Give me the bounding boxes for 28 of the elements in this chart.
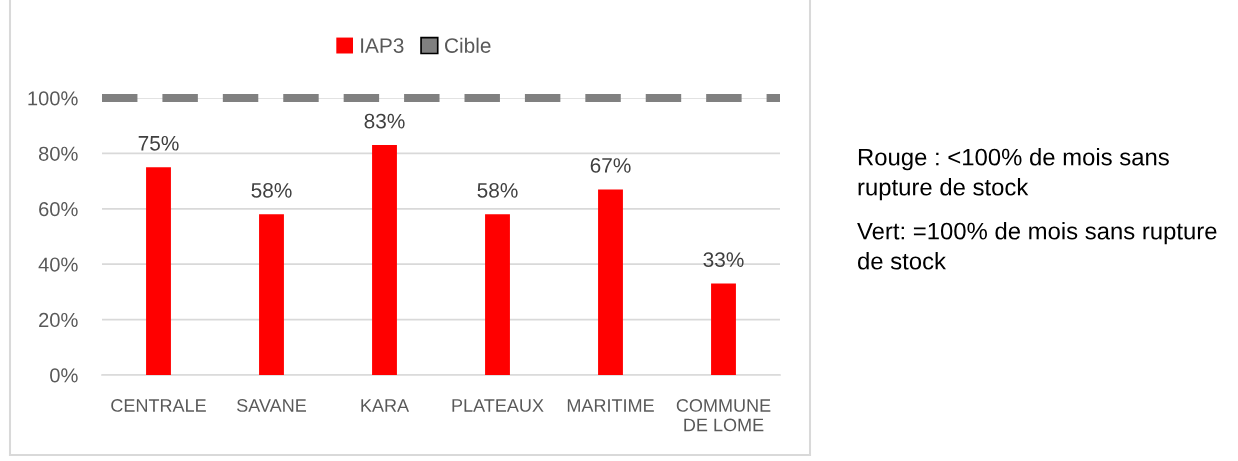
data-label: 58% bbox=[477, 182, 518, 198]
y-tick-label: 40% bbox=[38, 257, 78, 272]
x-tick-label: CENTRALE bbox=[111, 399, 206, 412]
x-tick-label: COMMUNE DE LOME bbox=[676, 399, 771, 432]
y-tick-label: 20% bbox=[39, 312, 78, 328]
data-label: 67% bbox=[590, 158, 631, 173]
y-tick-label: 0% bbox=[50, 368, 78, 383]
text: Rouge : <100% de mois sans rupture de stock bbox=[858, 148, 1169, 201]
bar bbox=[259, 214, 284, 375]
bar bbox=[146, 167, 171, 375]
bar bbox=[372, 145, 397, 375]
data-label: 33% bbox=[703, 252, 744, 267]
y-tick-label: 100% bbox=[28, 91, 78, 106]
bar bbox=[598, 189, 623, 375]
x-tick-label: PLATEAUX bbox=[452, 399, 544, 412]
x-tick-label: SAVANE bbox=[237, 399, 307, 412]
legend-label: IAP3 bbox=[361, 38, 404, 53]
y-tick-label: 60% bbox=[39, 202, 78, 217]
text: Vert: =100% de mois sans rupture de stock bbox=[857, 222, 1217, 270]
bar bbox=[485, 214, 510, 375]
y-tick-label: 80% bbox=[38, 146, 78, 161]
data-label: 83% bbox=[364, 113, 405, 129]
data-label: 58% bbox=[251, 182, 292, 198]
x-tick-label: KARA bbox=[361, 399, 410, 412]
x-tick-label: MARITIME bbox=[567, 399, 654, 412]
data-label: 75% bbox=[138, 135, 179, 151]
legend-label: Cible bbox=[445, 37, 491, 53]
bar bbox=[711, 283, 736, 375]
